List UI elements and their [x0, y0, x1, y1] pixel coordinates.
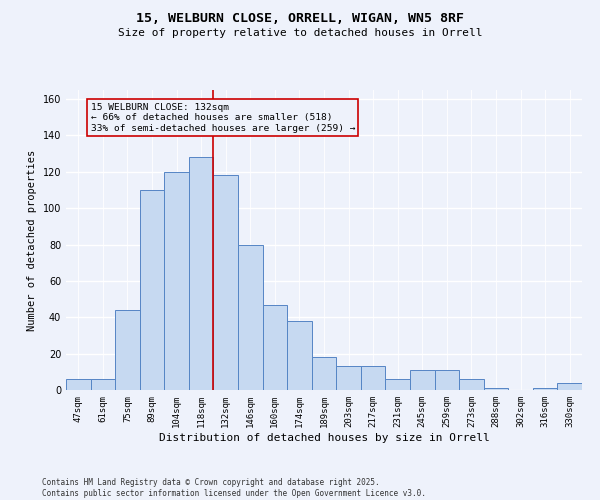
Bar	[484, 388, 508, 390]
Bar	[385, 379, 410, 390]
Bar	[533, 388, 557, 390]
Text: Contains HM Land Registry data © Crown copyright and database right 2025.
Contai: Contains HM Land Registry data © Crown c…	[42, 478, 426, 498]
Bar	[312, 358, 336, 390]
Bar	[214, 176, 238, 390]
Bar	[164, 172, 189, 390]
Bar	[115, 310, 140, 390]
Bar	[459, 379, 484, 390]
Bar	[189, 158, 214, 390]
Text: 15 WELBURN CLOSE: 132sqm
← 66% of detached houses are smaller (518)
33% of semi-: 15 WELBURN CLOSE: 132sqm ← 66% of detach…	[91, 102, 355, 132]
Bar	[410, 370, 434, 390]
Bar	[66, 379, 91, 390]
Y-axis label: Number of detached properties: Number of detached properties	[27, 150, 37, 330]
Bar	[361, 366, 385, 390]
Bar	[91, 379, 115, 390]
Bar	[557, 382, 582, 390]
Text: Size of property relative to detached houses in Orrell: Size of property relative to detached ho…	[118, 28, 482, 38]
Bar	[336, 366, 361, 390]
Bar	[238, 244, 263, 390]
X-axis label: Distribution of detached houses by size in Orrell: Distribution of detached houses by size …	[158, 432, 490, 442]
Text: 15, WELBURN CLOSE, ORRELL, WIGAN, WN5 8RF: 15, WELBURN CLOSE, ORRELL, WIGAN, WN5 8R…	[136, 12, 464, 26]
Bar	[140, 190, 164, 390]
Bar	[434, 370, 459, 390]
Bar	[287, 321, 312, 390]
Bar	[263, 304, 287, 390]
